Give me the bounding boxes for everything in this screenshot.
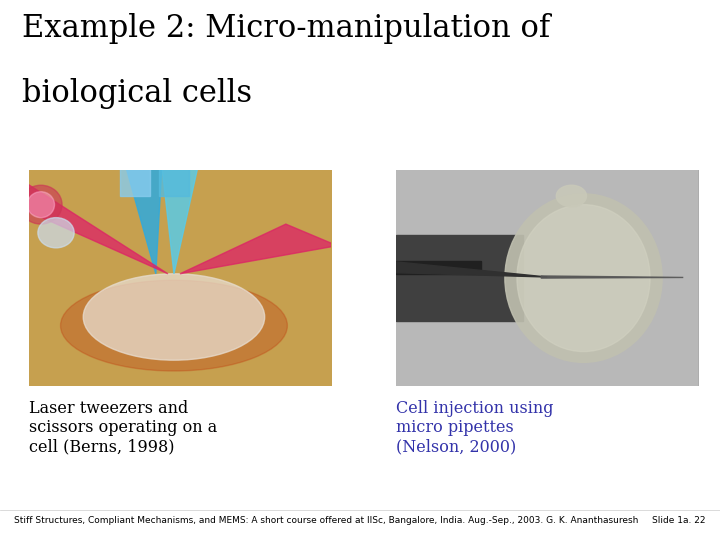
Bar [120, 166, 150, 196]
Bar [159, 166, 189, 196]
Ellipse shape [60, 280, 287, 371]
Text: Stiff Structures, Compliant Mechanisms, and MEMS: A short course offered at IISc: Stiff Structures, Compliant Mechanisms, … [14, 516, 639, 525]
Polygon shape [125, 166, 162, 274]
Polygon shape [162, 166, 198, 274]
Polygon shape [541, 276, 683, 278]
Text: Laser tweezers and
scissors operating on a
cell (Berns, 1998): Laser tweezers and scissors operating on… [29, 400, 217, 456]
Polygon shape [23, 181, 168, 274]
Ellipse shape [38, 218, 74, 248]
Text: Cell injection using
micro pipettes
(Nelson, 2000): Cell injection using micro pipettes (Nel… [396, 400, 554, 456]
Bar [396, 261, 481, 274]
Ellipse shape [27, 192, 55, 218]
Text: Example 2: Micro-manipulation of: Example 2: Micro-manipulation of [22, 14, 550, 44]
Polygon shape [396, 262, 547, 277]
Polygon shape [180, 224, 337, 274]
Ellipse shape [517, 205, 650, 352]
Ellipse shape [557, 185, 587, 207]
Bar [396, 235, 523, 321]
Ellipse shape [505, 194, 662, 362]
Text: biological cells: biological cells [22, 78, 252, 109]
Ellipse shape [84, 274, 265, 360]
Text: Slide 1a. 22: Slide 1a. 22 [652, 516, 706, 525]
Ellipse shape [19, 185, 62, 224]
